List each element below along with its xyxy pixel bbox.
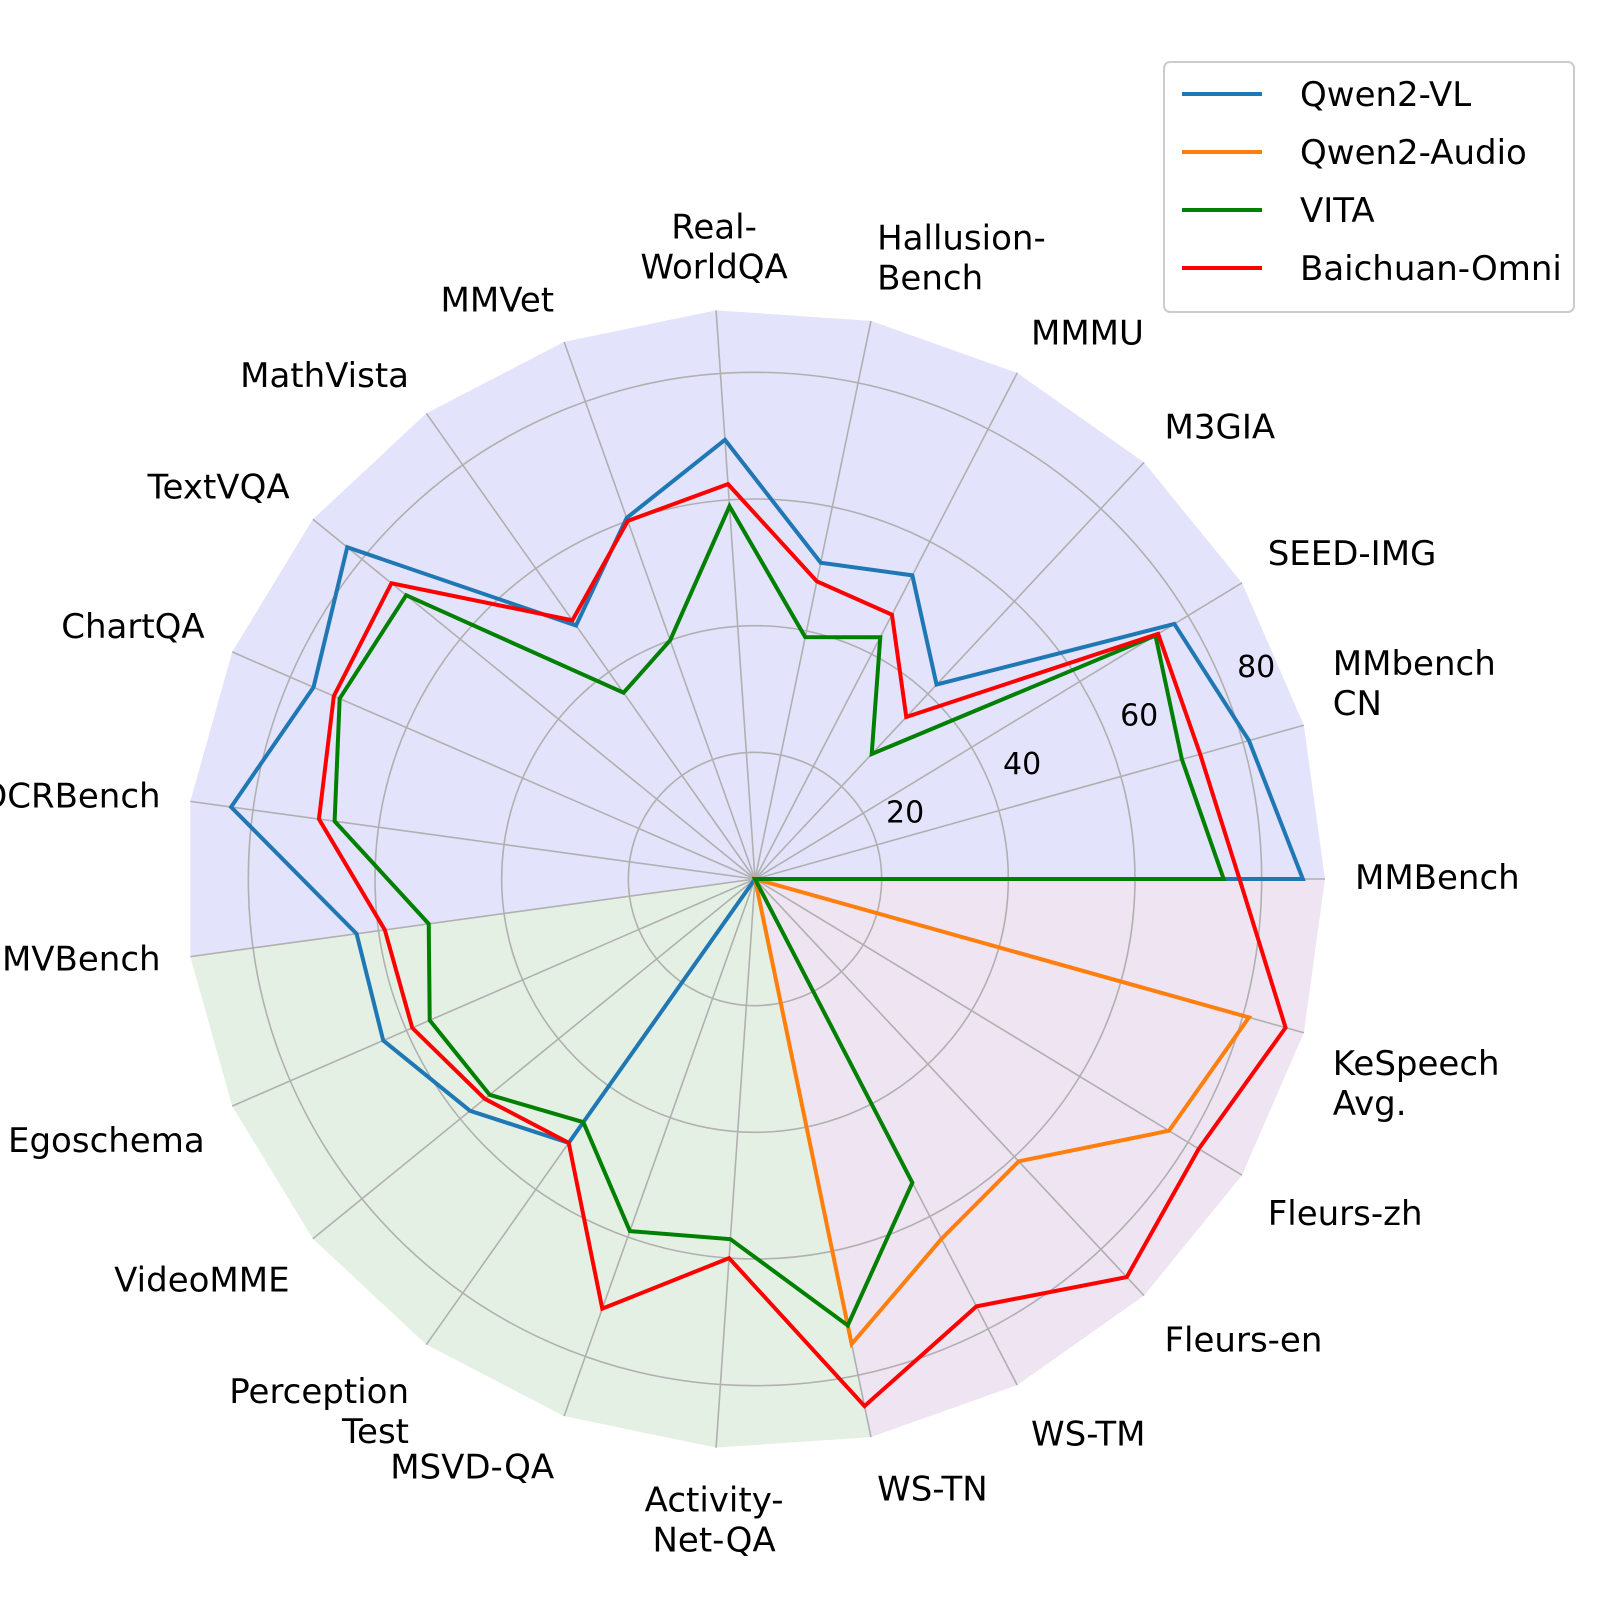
axis-label: MMMU <box>1031 313 1144 353</box>
spoke <box>190 878 756 958</box>
axis-label: Fleurs-zh <box>1268 1194 1423 1234</box>
axis-label: Perception Test <box>229 1372 409 1452</box>
axis-label-line: Real- <box>671 207 757 247</box>
axis-label: Real-WorldQA <box>640 207 787 287</box>
axis-label-line: MathVista <box>240 356 409 396</box>
series-line-vita <box>332 501 1227 1329</box>
spoke <box>754 878 1243 1176</box>
axis-label-line: MMVet <box>441 281 555 321</box>
axis-label: WS-TM <box>1031 1415 1145 1455</box>
axis-label-line: Avg. <box>1333 1084 1407 1124</box>
axis-label-line: MMbench <box>1333 644 1496 684</box>
axis-label: TextVQA <box>147 467 290 507</box>
axis-label: Egoschema <box>8 1121 205 1161</box>
axis-label: Activity-Net-QA <box>645 1481 784 1561</box>
axis-label-line: Net-QA <box>652 1521 775 1561</box>
spoke <box>425 412 756 880</box>
legend-label: Baichuan-Omni <box>1300 249 1562 289</box>
axis-label: OCRBench <box>0 776 161 816</box>
axis-label: MMbench CN <box>1333 644 1496 724</box>
axis-label-line: Egoschema <box>8 1121 205 1161</box>
axis-label-line: Hallusion- <box>877 219 1046 259</box>
axis-labels: MMBench MMbench CN SEED-IMG M3GIA MMMU Hallusi… <box>0 207 1520 1560</box>
legend: Qwen2-VL Qwen2-Audio VITA Baichuan-Omni <box>1163 61 1575 313</box>
sector-image <box>190 310 1325 957</box>
radial-tick-label: 60 <box>1120 699 1158 734</box>
spoke <box>754 582 1243 880</box>
legend-label: Qwen2-VL <box>1300 75 1471 115</box>
axis-label-line: MVBench <box>2 940 161 980</box>
spoke <box>754 724 1305 880</box>
axis-label: ChartQA <box>61 607 204 647</box>
axis-label-line: Test <box>341 1412 409 1452</box>
axis-label-line: CN <box>1333 684 1382 724</box>
axis-label: Hallusion-Bench <box>877 219 1046 299</box>
axis-label: Fleurs-en <box>1165 1321 1323 1361</box>
axis-label-line: MMMU <box>1031 313 1144 353</box>
axis-label: MSVD-QA <box>390 1447 554 1487</box>
axis-label-line: KeSpeech <box>1333 1044 1500 1084</box>
series-line-qwen2-vl <box>228 437 1306 1146</box>
axis-label: WS-TN <box>877 1470 988 1510</box>
axis-label-line: MSVD-QA <box>390 1447 554 1487</box>
spoke <box>312 518 756 880</box>
spoke <box>563 878 756 1417</box>
axis-label-line: TextVQA <box>147 467 290 507</box>
axis-label: KeSpeech Avg. <box>1333 1044 1500 1124</box>
series-lines <box>228 437 1306 1409</box>
axis-label-line: M3GIA <box>1165 408 1276 448</box>
axis-label-line: MMBench <box>1355 858 1520 898</box>
spoke <box>715 878 756 1448</box>
axis-label-line: Fleurs-zh <box>1268 1194 1423 1234</box>
axis-label: VideoMME <box>114 1261 289 1301</box>
radial-tick-label: 20 <box>886 796 924 831</box>
legend-label: VITA <box>1300 191 1375 231</box>
axis-label-line: WS-TM <box>1031 1415 1145 1455</box>
spoke <box>190 800 756 880</box>
spoke <box>754 461 1145 880</box>
axis-label: M3GIA <box>1165 408 1276 448</box>
spoke <box>231 651 756 880</box>
spoke <box>754 372 1018 880</box>
axis-label-line: Bench <box>877 259 983 299</box>
axis-label: SEED-IMG <box>1268 534 1437 574</box>
spoke <box>715 310 756 880</box>
axis-label-line: SEED-IMG <box>1268 534 1437 574</box>
radial-tick-labels: 20 40 60 80 <box>886 650 1275 830</box>
axis-label-line: WS-TN <box>877 1470 988 1510</box>
spoke <box>754 878 1145 1297</box>
axis-label: MMBench <box>1355 858 1520 898</box>
sector-video <box>190 879 871 1448</box>
axis-label-line: VideoMME <box>114 1261 289 1301</box>
spoke <box>231 878 756 1107</box>
axis-label-line: Activity- <box>645 1481 784 1521</box>
spoke <box>563 341 756 880</box>
axis-label-line: Fleurs-en <box>1165 1321 1323 1361</box>
axis-label: MathVista <box>240 356 409 396</box>
axis-label: MMVet <box>441 281 555 321</box>
axis-label-line: ChartQA <box>61 607 204 647</box>
axis-label-line: OCRBench <box>0 776 161 816</box>
spoke <box>754 320 872 880</box>
spoke <box>312 878 756 1240</box>
legend-label: Qwen2-Audio <box>1300 133 1527 173</box>
axis-label-line: WorldQA <box>640 247 787 287</box>
radial-tick-label: 80 <box>1237 650 1275 685</box>
axis-label: MVBench <box>2 940 161 980</box>
legend-box <box>1163 61 1575 313</box>
radial-tick-label: 40 <box>1003 747 1041 782</box>
series-line-qwen2-audio <box>752 876 1253 1349</box>
axis-label-line: Perception <box>229 1372 409 1412</box>
series-line-baichuan-omni <box>316 481 1288 1409</box>
